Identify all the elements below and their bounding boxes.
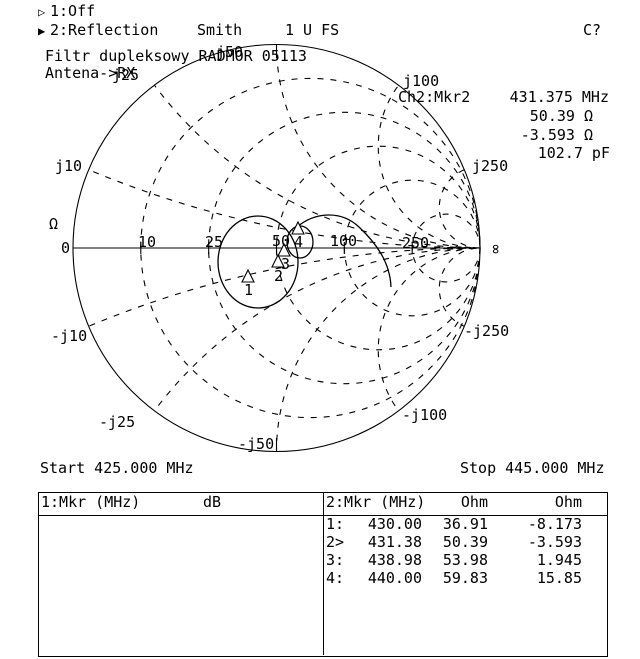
row-1-num: 1: xyxy=(326,515,345,533)
trace-markers xyxy=(241,220,305,283)
r-label-50: 50 xyxy=(272,232,290,250)
row-2-num: 2> xyxy=(326,533,345,551)
x-label-j10: j10 xyxy=(55,157,82,175)
table-right-unit-2: Ohm xyxy=(554,493,582,511)
x-label-nj100: -j100 xyxy=(402,406,447,424)
r-label-100: 100 xyxy=(330,232,357,250)
r-label-0: 0 xyxy=(61,239,70,257)
marker-table-header-rule xyxy=(38,515,607,516)
row-2-real: 50.39 xyxy=(442,533,488,551)
channel-2-line[interactable]: ▶ 2:Reflection xyxy=(38,23,158,39)
readout-frequency: 431.375 MHz xyxy=(509,88,609,106)
x-label-j250: j250 xyxy=(472,157,508,175)
marker-2-symbol xyxy=(271,253,285,268)
row-4-freq: 440.00 xyxy=(367,569,422,587)
row-3-freq: 438.98 xyxy=(367,551,422,569)
cal-status-label: C? xyxy=(583,21,602,39)
marker-3-symbol xyxy=(277,242,291,257)
format-label: Smith xyxy=(197,21,243,39)
table-left-title: 1:Mkr (MHz) xyxy=(41,493,141,511)
r-label-10: 10 xyxy=(138,233,156,251)
readout-resistance: 50.39 Ω xyxy=(529,107,593,125)
row-3-num: 3: xyxy=(326,551,345,569)
x-label-nj50: -j50 xyxy=(238,435,274,453)
start-frequency-label: Start 425.000 MHz xyxy=(40,459,194,477)
channel-2-indicator-icon: ▶ xyxy=(38,24,46,38)
marker-1-symbol xyxy=(241,268,255,283)
scale-label: 1 U FS xyxy=(285,21,340,39)
row-4-real: 59.83 xyxy=(442,569,488,587)
row-3-real: 53.98 xyxy=(442,551,488,569)
channel-1-label: 1:Off xyxy=(50,2,96,20)
title-line-1: Filtr dupleksowy RADMOR 05113 xyxy=(45,47,307,65)
readout-marker-label: Ch2:Mkr2 xyxy=(398,88,471,106)
smith-grid-labels: Ω 0 10 25 50 100 250 ∞ j10 j25 j50 j100 … xyxy=(49,43,509,453)
row-2-freq: 431.38 xyxy=(367,533,422,551)
channel-2-label: 2:Reflection xyxy=(50,21,159,39)
ohm-symbol-label: Ω xyxy=(49,215,58,233)
infinity-label: ∞ xyxy=(487,244,505,253)
row-1-imag: -8.173 xyxy=(527,515,582,533)
x-label-nj10: -j10 xyxy=(51,327,87,345)
row-1-freq: 430.00 xyxy=(367,515,422,533)
table-left-unit: dB xyxy=(203,493,222,511)
row-1-real: 36.91 xyxy=(442,515,488,533)
row-4-num: 4: xyxy=(326,569,345,587)
marker-4-number: 4 xyxy=(294,233,303,251)
r-label-25: 25 xyxy=(205,233,223,251)
marker-2-number: 2 xyxy=(274,267,283,285)
table-right-title: 2:Mkr (MHz) xyxy=(326,493,426,511)
x-label-nj25: -j25 xyxy=(99,413,135,431)
table-right-unit-1: Ohm xyxy=(460,493,488,511)
x-label-j50: j50 xyxy=(216,43,243,61)
x-label-j100: j100 xyxy=(403,72,439,90)
row-3-imag: 1.945 xyxy=(536,551,582,569)
channel-1-indicator-icon: ▷ xyxy=(38,5,46,19)
row-4-imag: 15.85 xyxy=(536,569,582,587)
stop-frequency-label: Stop 445.000 MHz xyxy=(460,459,605,477)
marker-4-symbol xyxy=(291,220,305,235)
channel-1-line[interactable]: ▷ 1:Off xyxy=(38,4,95,20)
readout-reactance: -3.593 Ω xyxy=(520,126,593,144)
row-2-imag: -3.593 xyxy=(527,533,582,551)
marker-1-number: 1 xyxy=(244,281,253,299)
marker-table-divider xyxy=(323,492,324,655)
marker-3-number: 3 xyxy=(281,255,290,273)
title-line-2: Antena->RX xyxy=(45,64,136,82)
readout-capacitance: 102.7 pF xyxy=(537,144,610,162)
x-label-j25: j25 xyxy=(112,66,139,84)
r-label-250: 250 xyxy=(402,234,429,252)
x-label-nj250: -j250 xyxy=(464,322,509,340)
